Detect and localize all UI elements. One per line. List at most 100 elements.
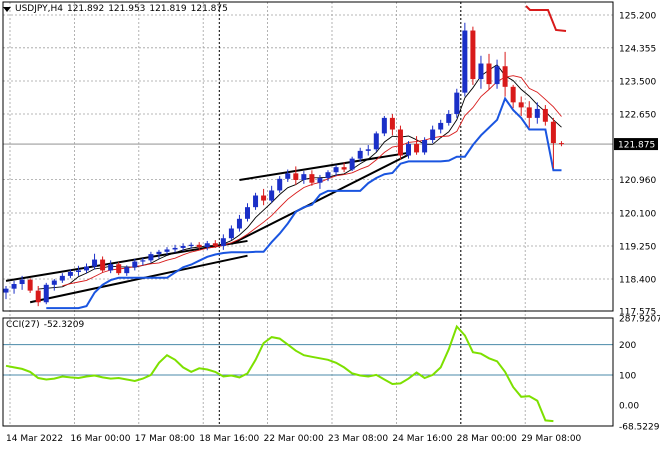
- bear-candle: [397, 129, 403, 156]
- bull-candle: [75, 270, 81, 272]
- cci-tick-label: 100: [619, 371, 636, 381]
- bear-candle: [526, 107, 532, 118]
- bull-candle: [108, 264, 114, 271]
- bull-candle: [534, 108, 540, 118]
- time-tick-label: 17 Mar 08:00: [135, 434, 195, 444]
- time-tick-label: 23 Mar 08:00: [328, 434, 388, 444]
- bear-candle: [116, 264, 122, 274]
- bull-candle: [132, 261, 138, 268]
- bull-candle: [11, 284, 17, 289]
- bull-candle: [148, 254, 154, 261]
- bull-candle: [204, 243, 210, 248]
- price-panel-frame: [2, 1, 614, 312]
- bear-candle: [558, 143, 564, 145]
- grid: [3, 2, 613, 426]
- time-tick-label: 29 Mar 08:00: [521, 434, 581, 444]
- bull-candle: [245, 207, 250, 219]
- bull-candle: [478, 63, 484, 80]
- price-tick-label: 120.960: [619, 176, 656, 186]
- bull-candle: [92, 259, 98, 267]
- upper-band-line: [525, 5, 567, 32]
- bull-candle: [333, 167, 339, 173]
- bull-candle: [43, 284, 49, 303]
- bear-candle: [261, 195, 267, 201]
- bull-candle: [124, 267, 130, 274]
- bear-candle: [309, 174, 315, 183]
- current-price-label: 121.875: [618, 141, 655, 151]
- time-tick-label: 24 Mar 16:00: [392, 434, 452, 444]
- bear-candle: [470, 30, 476, 80]
- axes: 125.200 124.355 123.500 122.650 121.875 120.9…: [2, 1, 660, 444]
- price-tick-label: 124.355: [619, 44, 656, 54]
- trend-line: [230, 153, 409, 245]
- bear-candle: [510, 86, 516, 103]
- price-tick-label: 125.200: [619, 12, 656, 22]
- price-tick-label: 120.100: [619, 209, 656, 219]
- bull-candle: [349, 158, 355, 170]
- time-tick-label: 18 Mar 16:00: [199, 434, 259, 444]
- bear-candle: [518, 102, 524, 108]
- cci-tick-label: 0.00: [619, 402, 639, 412]
- chart-header: USDJPY,H4 121.892 121.953 121.819 121.87…: [3, 2, 232, 16]
- bull-candle: [67, 271, 73, 276]
- bear-candle: [196, 244, 202, 248]
- bull-candle: [462, 30, 468, 93]
- cci-line: [5, 324, 554, 423]
- bull-candle: [180, 245, 186, 248]
- bear-candle: [550, 121, 556, 144]
- bull-candle: [373, 133, 379, 150]
- cci-tick-label: 200: [619, 341, 636, 351]
- bear-candle: [100, 259, 106, 271]
- bear-candle: [486, 63, 492, 85]
- current-price-label-bg: [614, 138, 658, 151]
- bull-candle: [3, 288, 9, 293]
- bull-candle: [446, 113, 452, 123]
- bull-candle: [188, 244, 194, 246]
- bull-candle: [253, 195, 259, 208]
- bull-candle: [454, 92, 460, 114]
- price-tick-label: 123.500: [619, 77, 656, 87]
- ohlc-high: 121.953: [108, 4, 146, 14]
- price-tick-label: 117.575: [619, 308, 656, 318]
- cci-tick-label: -68.5229: [619, 423, 660, 433]
- bull-candle: [84, 266, 89, 271]
- bull-candle: [269, 190, 275, 201]
- bear-candle: [414, 143, 420, 153]
- dropdown-triangle-icon[interactable]: [3, 6, 11, 12]
- trend-line: [239, 151, 409, 181]
- trend-lines: [5, 151, 409, 304]
- ohlc-open: 121.892: [66, 4, 105, 14]
- bear-candle: [293, 173, 299, 180]
- bull-candle: [164, 249, 170, 252]
- bull-candle: [156, 251, 162, 255]
- candles: [3, 22, 564, 307]
- bull-candle: [317, 178, 323, 183]
- time-tick-label: 22 Mar 00:00: [264, 434, 324, 444]
- cci-name: CCI(27): [6, 320, 40, 330]
- cci-panel-frame: [2, 317, 614, 427]
- bear-candle: [341, 167, 347, 170]
- bull-candle: [301, 174, 307, 180]
- price-tick-label: 122.650: [619, 110, 656, 120]
- bear-candle: [27, 279, 33, 291]
- bear-candle: [389, 117, 395, 130]
- trend-line: [29, 254, 248, 304]
- ma-fast-line: [38, 64, 562, 290]
- bull-candle: [51, 280, 57, 285]
- bull-candle: [285, 173, 291, 179]
- bull-candle: [140, 260, 146, 262]
- bull-candle: [236, 218, 242, 229]
- time-tick-label: 14 Mar 2022: [6, 434, 63, 444]
- symbol-timeframe: USDJPY,H4: [15, 4, 63, 14]
- bear-candle: [542, 108, 548, 122]
- cci-panel: [3, 324, 613, 423]
- bull-candle: [357, 150, 363, 159]
- time-tick-label: 28 Mar 00:00: [457, 434, 517, 444]
- bull-candle: [494, 66, 500, 85]
- cci-tick-label: 287.9207: [619, 315, 660, 325]
- bull-candle: [19, 279, 25, 285]
- price-tick-label: 118.400: [619, 275, 656, 285]
- bull-candle: [220, 238, 226, 246]
